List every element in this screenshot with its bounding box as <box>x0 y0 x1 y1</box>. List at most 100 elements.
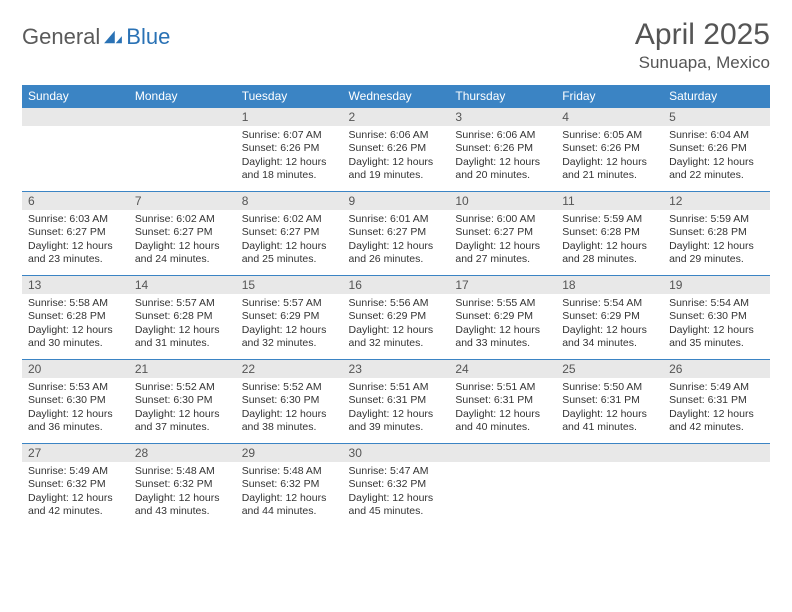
title-block: April 2025 Sunuapa, Mexico <box>635 18 770 73</box>
calendar-cell: 7Sunrise: 6:02 AMSunset: 6:27 PMDaylight… <box>129 192 236 276</box>
weekday-header: Tuesday <box>236 85 343 108</box>
calendar-cell: 17Sunrise: 5:55 AMSunset: 6:29 PMDayligh… <box>449 276 556 360</box>
calendar-cell: 16Sunrise: 5:56 AMSunset: 6:29 PMDayligh… <box>343 276 450 360</box>
day-content: Sunrise: 6:05 AMSunset: 6:26 PMDaylight:… <box>556 126 663 187</box>
day-number: 23 <box>343 360 450 378</box>
day-content: Sunrise: 6:06 AMSunset: 6:26 PMDaylight:… <box>449 126 556 187</box>
day-number: 22 <box>236 360 343 378</box>
calendar-cell: 25Sunrise: 5:50 AMSunset: 6:31 PMDayligh… <box>556 360 663 444</box>
day-number: 25 <box>556 360 663 378</box>
day-number: 14 <box>129 276 236 294</box>
calendar-week-row: 13Sunrise: 5:58 AMSunset: 6:28 PMDayligh… <box>22 276 770 360</box>
day-number: 15 <box>236 276 343 294</box>
calendar-cell: 27Sunrise: 5:49 AMSunset: 6:32 PMDayligh… <box>22 444 129 528</box>
day-content: Sunrise: 5:59 AMSunset: 6:28 PMDaylight:… <box>663 210 770 271</box>
weekday-header: Friday <box>556 85 663 108</box>
logo-text-general: General <box>22 24 100 50</box>
day-number: 27 <box>22 444 129 462</box>
day-number-empty <box>449 444 556 462</box>
calendar-cell: 11Sunrise: 5:59 AMSunset: 6:28 PMDayligh… <box>556 192 663 276</box>
weekday-header: Saturday <box>663 85 770 108</box>
day-number: 6 <box>22 192 129 210</box>
logo-sail-icon <box>102 29 124 45</box>
calendar-cell: 23Sunrise: 5:51 AMSunset: 6:31 PMDayligh… <box>343 360 450 444</box>
calendar-cell: 20Sunrise: 5:53 AMSunset: 6:30 PMDayligh… <box>22 360 129 444</box>
day-number: 18 <box>556 276 663 294</box>
day-content: Sunrise: 5:49 AMSunset: 6:31 PMDaylight:… <box>663 378 770 439</box>
day-content: Sunrise: 5:54 AMSunset: 6:29 PMDaylight:… <box>556 294 663 355</box>
day-number: 29 <box>236 444 343 462</box>
day-number: 2 <box>343 108 450 126</box>
day-content: Sunrise: 6:02 AMSunset: 6:27 PMDaylight:… <box>129 210 236 271</box>
calendar-cell: 24Sunrise: 5:51 AMSunset: 6:31 PMDayligh… <box>449 360 556 444</box>
day-number-empty <box>663 444 770 462</box>
day-content: Sunrise: 5:52 AMSunset: 6:30 PMDaylight:… <box>129 378 236 439</box>
logo: General Blue <box>22 24 170 50</box>
day-content: Sunrise: 6:01 AMSunset: 6:27 PMDaylight:… <box>343 210 450 271</box>
calendar-cell: 10Sunrise: 6:00 AMSunset: 6:27 PMDayligh… <box>449 192 556 276</box>
day-content: Sunrise: 5:47 AMSunset: 6:32 PMDaylight:… <box>343 462 450 523</box>
day-number: 11 <box>556 192 663 210</box>
weekday-header: Monday <box>129 85 236 108</box>
calendar-cell: 14Sunrise: 5:57 AMSunset: 6:28 PMDayligh… <box>129 276 236 360</box>
day-content: Sunrise: 6:07 AMSunset: 6:26 PMDaylight:… <box>236 126 343 187</box>
day-content: Sunrise: 5:48 AMSunset: 6:32 PMDaylight:… <box>236 462 343 523</box>
calendar-cell: 13Sunrise: 5:58 AMSunset: 6:28 PMDayligh… <box>22 276 129 360</box>
day-content: Sunrise: 6:03 AMSunset: 6:27 PMDaylight:… <box>22 210 129 271</box>
day-number: 3 <box>449 108 556 126</box>
day-number: 26 <box>663 360 770 378</box>
day-number: 1 <box>236 108 343 126</box>
calendar-cell <box>22 108 129 192</box>
calendar-week-row: 6Sunrise: 6:03 AMSunset: 6:27 PMDaylight… <box>22 192 770 276</box>
day-content: Sunrise: 5:52 AMSunset: 6:30 PMDaylight:… <box>236 378 343 439</box>
day-number: 9 <box>343 192 450 210</box>
day-number: 10 <box>449 192 556 210</box>
calendar-cell: 9Sunrise: 6:01 AMSunset: 6:27 PMDaylight… <box>343 192 450 276</box>
day-number: 30 <box>343 444 450 462</box>
location-label: Sunuapa, Mexico <box>635 53 770 73</box>
calendar-cell: 2Sunrise: 6:06 AMSunset: 6:26 PMDaylight… <box>343 108 450 192</box>
calendar-cell: 6Sunrise: 6:03 AMSunset: 6:27 PMDaylight… <box>22 192 129 276</box>
weekday-header: Wednesday <box>343 85 450 108</box>
calendar-cell: 22Sunrise: 5:52 AMSunset: 6:30 PMDayligh… <box>236 360 343 444</box>
calendar-cell: 15Sunrise: 5:57 AMSunset: 6:29 PMDayligh… <box>236 276 343 360</box>
calendar-cell: 3Sunrise: 6:06 AMSunset: 6:26 PMDaylight… <box>449 108 556 192</box>
calendar-cell: 30Sunrise: 5:47 AMSunset: 6:32 PMDayligh… <box>343 444 450 528</box>
day-content: Sunrise: 5:56 AMSunset: 6:29 PMDaylight:… <box>343 294 450 355</box>
day-number: 24 <box>449 360 556 378</box>
day-content: Sunrise: 5:57 AMSunset: 6:29 PMDaylight:… <box>236 294 343 355</box>
day-content: Sunrise: 5:55 AMSunset: 6:29 PMDaylight:… <box>449 294 556 355</box>
day-number: 13 <box>22 276 129 294</box>
day-number: 8 <box>236 192 343 210</box>
calendar-table: SundayMondayTuesdayWednesdayThursdayFrid… <box>22 85 770 528</box>
day-number: 12 <box>663 192 770 210</box>
day-number-empty <box>129 108 236 126</box>
weekday-header: Sunday <box>22 85 129 108</box>
page-title: April 2025 <box>635 18 770 52</box>
calendar-cell: 12Sunrise: 5:59 AMSunset: 6:28 PMDayligh… <box>663 192 770 276</box>
day-number: 4 <box>556 108 663 126</box>
day-number: 16 <box>343 276 450 294</box>
day-content: Sunrise: 5:58 AMSunset: 6:28 PMDaylight:… <box>22 294 129 355</box>
header: General Blue April 2025 Sunuapa, Mexico <box>22 18 770 73</box>
day-number: 21 <box>129 360 236 378</box>
day-number: 5 <box>663 108 770 126</box>
day-number: 17 <box>449 276 556 294</box>
day-content: Sunrise: 5:53 AMSunset: 6:30 PMDaylight:… <box>22 378 129 439</box>
calendar-cell: 29Sunrise: 5:48 AMSunset: 6:32 PMDayligh… <box>236 444 343 528</box>
day-content: Sunrise: 6:00 AMSunset: 6:27 PMDaylight:… <box>449 210 556 271</box>
calendar-cell: 26Sunrise: 5:49 AMSunset: 6:31 PMDayligh… <box>663 360 770 444</box>
calendar-cell: 21Sunrise: 5:52 AMSunset: 6:30 PMDayligh… <box>129 360 236 444</box>
day-number-empty <box>22 108 129 126</box>
calendar-week-row: 27Sunrise: 5:49 AMSunset: 6:32 PMDayligh… <box>22 444 770 528</box>
calendar-cell <box>663 444 770 528</box>
calendar-cell <box>449 444 556 528</box>
weekday-header: Thursday <box>449 85 556 108</box>
day-number: 20 <box>22 360 129 378</box>
calendar-cell: 18Sunrise: 5:54 AMSunset: 6:29 PMDayligh… <box>556 276 663 360</box>
day-content: Sunrise: 5:51 AMSunset: 6:31 PMDaylight:… <box>449 378 556 439</box>
day-number-empty <box>556 444 663 462</box>
day-content: Sunrise: 5:48 AMSunset: 6:32 PMDaylight:… <box>129 462 236 523</box>
calendar-body: 1Sunrise: 6:07 AMSunset: 6:26 PMDaylight… <box>22 108 770 528</box>
day-number: 7 <box>129 192 236 210</box>
